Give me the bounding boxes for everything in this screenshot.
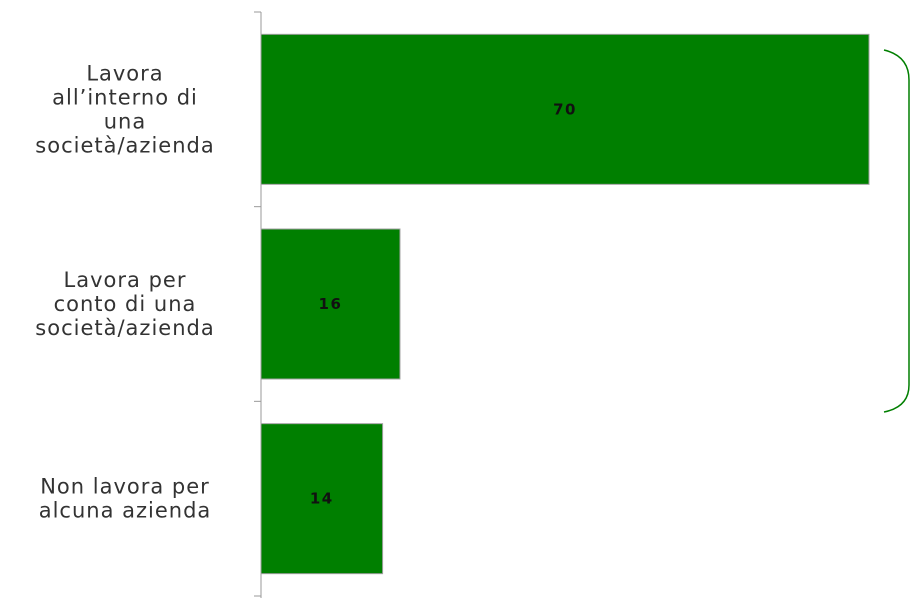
category-labels: Lavora all’interno di una società/azienda La… <box>35 61 214 523</box>
data-label: 14 <box>310 490 334 508</box>
bar <box>260 228 401 380</box>
bar <box>260 33 870 185</box>
data-label: 70 <box>553 100 577 118</box>
category-label: Non lavora per alcuna azienda <box>39 475 212 523</box>
axis-layer <box>254 11 262 598</box>
value-labels: 70 16 14 <box>310 100 577 508</box>
group-bracket <box>883 49 910 413</box>
bars-layer <box>260 33 870 575</box>
category-label: Lavora per conto di una società/azienda <box>35 268 214 340</box>
category-label: Lavora all’interno di una società/azienda <box>35 61 214 157</box>
bar <box>260 423 384 575</box>
data-label: 16 <box>319 295 343 313</box>
